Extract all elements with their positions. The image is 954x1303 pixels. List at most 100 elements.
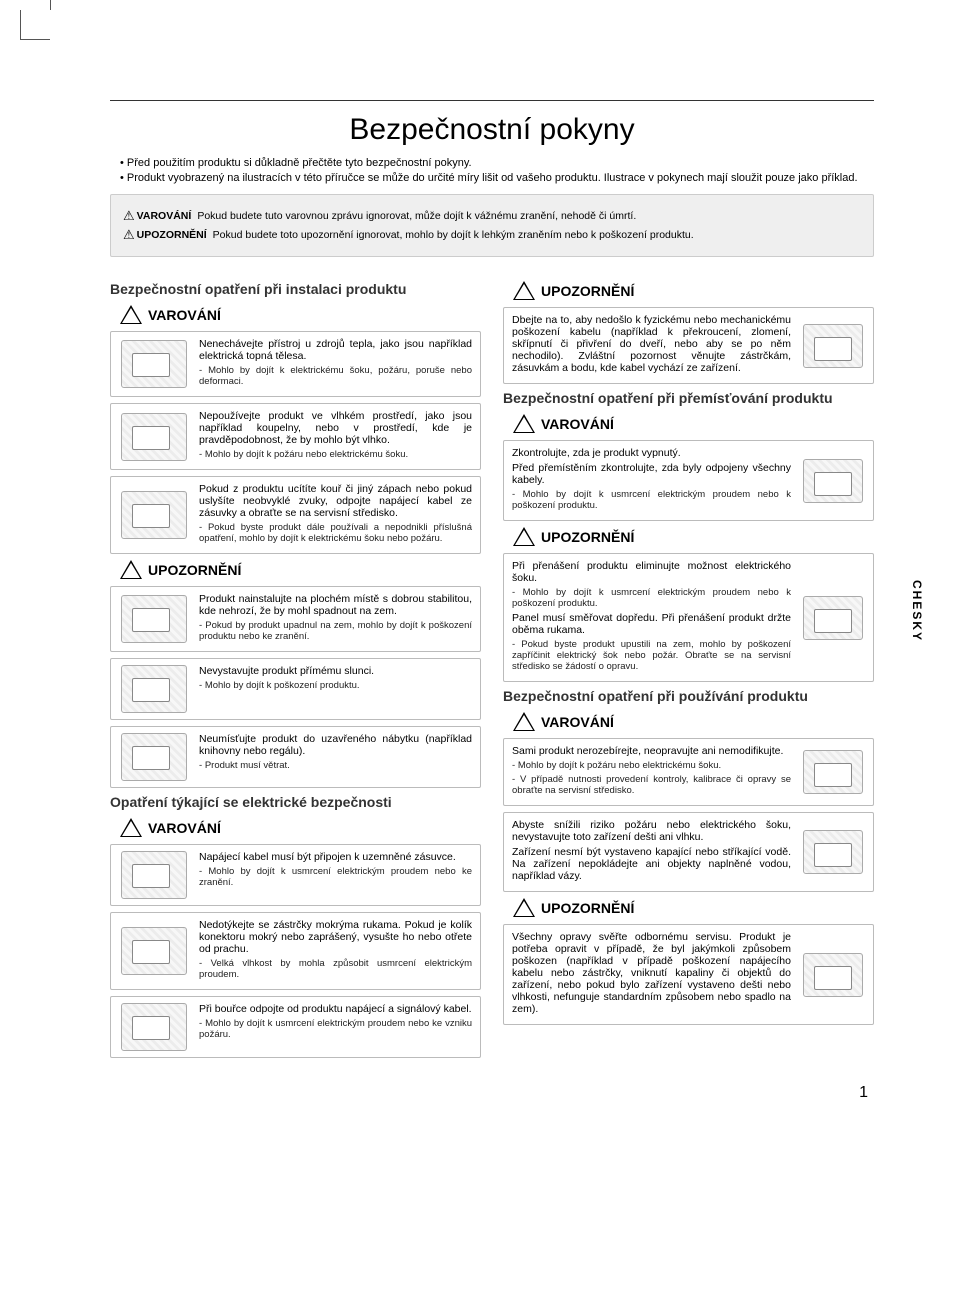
safety-block: Nedotýkejte se zástrčky mokrýma rukama. … (110, 912, 481, 990)
block-subtext: Produkt musí větrat. (199, 760, 472, 771)
legend-label: UPOZORNĚNÍ (137, 229, 207, 241)
illustration-icon (119, 665, 189, 713)
heading-label: UPOZORNĚNÍ (541, 283, 634, 299)
block-text: Nedotýkejte se zástrčky mokrýma rukama. … (199, 919, 472, 955)
block-text: Zkontrolujte, zda je produkt vypnutý. (512, 447, 791, 459)
safety-block: Všechny opravy svěřte odbornému servisu.… (503, 924, 874, 1025)
block-text: Sami produkt nerozebírejte, neopravujte … (512, 745, 791, 757)
block-subtext: Mohlo by dojít k usmrcení elektrickým pr… (199, 1018, 472, 1040)
safety-block: Abyste snížili riziko požáru nebo elektr… (503, 812, 874, 892)
warning-heading: ! VAROVÁNÍ (120, 818, 481, 838)
illustration-icon (119, 338, 189, 390)
safety-block: Zkontrolujte, zda je produkt vypnutý. Př… (503, 440, 874, 521)
illustration-icon (801, 931, 865, 1018)
block-subtext: Pokud byste produkt dále používali a nep… (199, 522, 472, 544)
block-text: Před přemístěním zkontrolujte, zda byly … (512, 462, 791, 486)
warning-icon: ! (513, 414, 535, 434)
heading-label: UPOZORNĚNÍ (541, 900, 634, 916)
safety-block: Pokud z produktu ucítíte kouř či jiný zá… (110, 476, 481, 554)
block-subtext: Mohlo by dojít k požáru nebo elektrickém… (512, 760, 791, 771)
top-rule (110, 100, 874, 101)
illustration-icon (801, 447, 865, 514)
safety-block: Napájecí kabel musí být připojen k uzemn… (110, 844, 481, 906)
legend-row: ⚠ VAROVÁNÍ Pokud budete tuto varovnou zp… (123, 208, 861, 224)
intro-bullet: Před použitím produktu si důkladně přečt… (120, 157, 864, 169)
heading-label: VAROVÁNÍ (148, 820, 221, 836)
manual-page: Bezpečnostní pokyny Před použitím produk… (0, 0, 954, 1142)
warning-heading: ! VAROVÁNÍ (513, 712, 874, 732)
warning-icon: ⚠ (123, 208, 135, 224)
illustration-icon (119, 919, 189, 983)
block-text: Produkt nainstalujte na plochém místě s … (199, 593, 472, 617)
block-text: Nepoužívejte produkt ve vlhkém prostředí… (199, 410, 472, 446)
block-subtext: Mohlo by dojít k usmrcení elektrickým pr… (512, 587, 791, 609)
legend-box: ⚠ VAROVÁNÍ Pokud budete tuto varovnou zp… (110, 194, 874, 257)
illustration-icon (119, 410, 189, 463)
language-tab: CHESKY (910, 580, 924, 642)
illustration-icon (801, 560, 865, 675)
safety-block: Dbejte na to, aby nedošlo k fyzickému ne… (503, 307, 874, 384)
heading-label: VAROVÁNÍ (541, 714, 614, 730)
heading-label: UPOZORNĚNÍ (541, 529, 634, 545)
section-title: Bezpečnostní opatření při přemísťování p… (503, 390, 874, 406)
block-text: Abyste snížili riziko požáru nebo elektr… (512, 819, 791, 843)
warning-heading: ! VAROVÁNÍ (513, 414, 874, 434)
block-subtext: Mohlo by dojít k požáru nebo elektrickém… (199, 449, 472, 460)
illustration-icon (801, 314, 865, 377)
block-text: Panel musí směřovat dopředu. Při přenáše… (512, 612, 791, 636)
safety-block: Produkt nainstalujte na plochém místě s … (110, 586, 481, 652)
page-title: Bezpečnostní pokyny (110, 113, 874, 147)
legend-text: Pokud budete tuto varovnou zprávu ignoro… (197, 210, 861, 222)
illustration-icon (801, 819, 865, 885)
warning-icon: ! (120, 560, 142, 580)
section-title: Opatření týkající se elektrické bezpečno… (110, 794, 481, 810)
crop-mark (50, 0, 51, 10)
heading-label: UPOZORNĚNÍ (148, 562, 241, 578)
illustration-icon (119, 851, 189, 899)
safety-block: Nevystavujte produkt přímému slunci. Moh… (110, 658, 481, 720)
block-text: Pokud z produktu ucítíte kouř či jiný zá… (199, 483, 472, 519)
caution-heading: ! UPOZORNĚNÍ (513, 898, 874, 918)
heading-label: VAROVÁNÍ (148, 307, 221, 323)
safety-block: Při přenášení produktu eliminujte možnos… (503, 553, 874, 682)
two-column-layout: Bezpečnostní opatření při instalaci prod… (110, 275, 874, 1064)
warning-icon: ! (120, 305, 142, 325)
block-text: Nenechávejte přístroj u zdrojů tepla, ja… (199, 338, 472, 362)
section-title: Bezpečnostní opatření při používání prod… (503, 688, 874, 704)
block-subtext: Mohlo by dojít k elektrickému šoku, požá… (199, 365, 472, 387)
left-column: Bezpečnostní opatření při instalaci prod… (110, 275, 481, 1064)
block-subtext: Mohlo by dojít k poškození produktu. (199, 680, 472, 691)
illustration-icon (119, 1003, 189, 1051)
safety-block: Při bouřce odpojte od produktu napájecí … (110, 996, 481, 1058)
caution-heading: ! UPOZORNĚNÍ (513, 281, 874, 301)
warning-icon: ! (120, 818, 142, 838)
illustration-icon (119, 483, 189, 547)
crop-mark (20, 10, 50, 40)
warning-icon: ! (513, 898, 535, 918)
intro-bullets: Před použitím produktu si důkladně přečt… (110, 157, 874, 184)
section-title: Bezpečnostní opatření při instalaci prod… (110, 281, 481, 297)
block-text: Nevystavujte produkt přímému slunci. (199, 665, 472, 677)
heading-label: VAROVÁNÍ (541, 416, 614, 432)
block-text: Zařízení nesmí být vystaveno kapající ne… (512, 846, 791, 882)
illustration-icon (801, 745, 865, 799)
illustration-icon (119, 733, 189, 781)
intro-bullet: Produkt vyobrazený na ilustracích v této… (120, 172, 864, 184)
block-subtext: Mohlo by dojít k usmrcení elektrickým pr… (199, 866, 472, 888)
block-subtext: Pokud by produkt upadnul na zem, mohlo b… (199, 620, 472, 642)
warning-icon: ! (513, 527, 535, 547)
legend-label: VAROVÁNÍ (137, 210, 192, 222)
safety-block: Sami produkt nerozebírejte, neopravujte … (503, 738, 874, 806)
safety-block: Nenechávejte přístroj u zdrojů tepla, ja… (110, 331, 481, 397)
block-text: Při bouřce odpojte od produktu napájecí … (199, 1003, 472, 1015)
warning-icon: ⚠ (123, 227, 135, 243)
legend-row: ⚠ UPOZORNĚNÍ Pokud budete toto upozorněn… (123, 227, 861, 243)
warning-heading: ! VAROVÁNÍ (120, 305, 481, 325)
safety-block: Neumísťujte produkt do uzavřeného nábytk… (110, 726, 481, 788)
block-text: Při přenášení produktu eliminujte možnos… (512, 560, 791, 584)
block-subtext: V případě nutnosti provedení kontroly, k… (512, 774, 791, 796)
block-text: Všechny opravy svěřte odbornému servisu.… (512, 931, 791, 1015)
safety-block: Nepoužívejte produkt ve vlhkém prostředí… (110, 403, 481, 470)
block-text: Napájecí kabel musí být připojen k uzemn… (199, 851, 472, 863)
warning-icon: ! (513, 712, 535, 732)
